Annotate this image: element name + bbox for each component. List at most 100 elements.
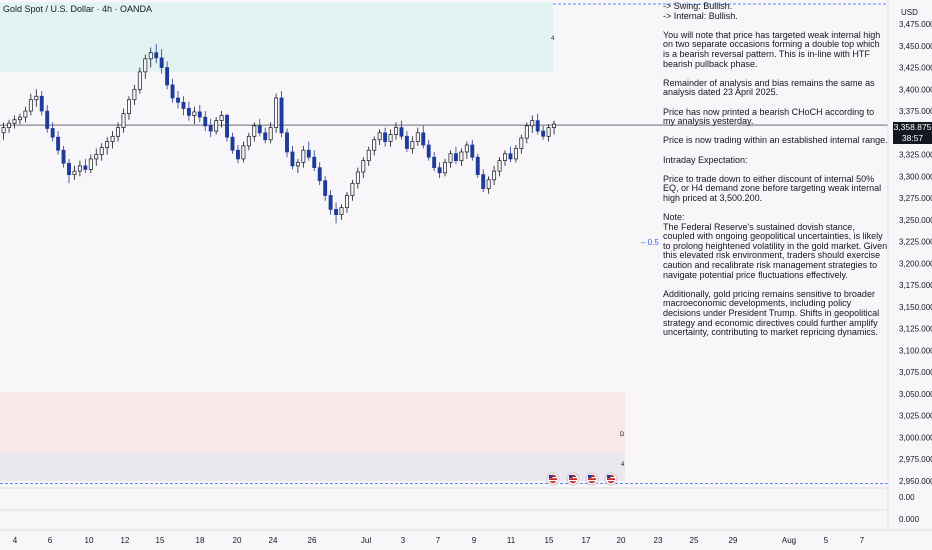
candle — [137, 67, 142, 94]
candle-body-bear — [317, 167, 322, 182]
us-event-icon[interactable] — [546, 472, 560, 486]
candle — [121, 108, 126, 133]
candle-body-bear — [437, 167, 442, 174]
candle-body-bull — [552, 123, 557, 128]
event-icon-stripe — [549, 477, 557, 479]
candle — [143, 54, 148, 79]
h4-demand-zone — [0, 452, 625, 481]
candle-body-bull — [355, 171, 360, 184]
note-choch: Price has now printed a bearish CHoCH ac… — [663, 106, 875, 127]
candle — [61, 145, 66, 168]
currency-label[interactable]: USD — [901, 8, 918, 17]
candle-body-bull — [459, 151, 464, 162]
time-tick: 15 — [545, 536, 554, 545]
candle — [197, 104, 202, 123]
candle-body-bear — [263, 132, 268, 141]
candle — [208, 118, 213, 138]
us-event-icon[interactable] — [604, 472, 618, 486]
note-macro: Additionally, gold pricing remains sensi… — [663, 288, 880, 338]
candle — [345, 192, 349, 213]
candle — [508, 146, 513, 163]
time-tick: 18 — [196, 536, 205, 545]
candle-body-bull — [34, 95, 39, 101]
candle-body-bull — [486, 179, 491, 189]
candle-body-bull — [415, 132, 420, 142]
price-scale[interactable]: 3,475.000 3,450.000 3,425.000 3,400.000 3,37… — [899, 20, 932, 486]
event-icon-stripe — [588, 477, 596, 479]
time-tick: 4 — [13, 536, 18, 545]
candle-body-bear — [154, 52, 159, 59]
symbol-title[interactable]: Gold Spot / U.S. Dollar · 4h · OANDA — [3, 4, 153, 14]
candle — [426, 139, 431, 161]
candle-body-bull — [339, 207, 344, 215]
us-event-icon[interactable] — [566, 472, 580, 486]
candle-body-bull — [12, 119, 17, 124]
candle-body-bear — [208, 125, 213, 132]
price-tick: 2,950.000 — [899, 477, 932, 486]
event-icon-canton — [588, 475, 592, 478]
candle-body-bull — [18, 116, 22, 121]
time-tick: 25 — [690, 536, 699, 545]
candle-body-bull — [132, 88, 137, 101]
candle-body-bull — [121, 113, 126, 128]
bar-countdown: 38:57 — [901, 133, 924, 143]
candle-body-bull — [7, 122, 11, 128]
candle — [459, 148, 464, 166]
candle-body-bull — [252, 125, 257, 137]
candle — [225, 113, 229, 142]
event-icon-canton — [607, 475, 611, 478]
candle-body-bear — [170, 84, 175, 99]
candle-body-bull — [88, 158, 93, 170]
price-scale-bg[interactable] — [888, 0, 932, 550]
candle — [67, 158, 71, 184]
candle-body-bear — [230, 136, 235, 151]
candle — [154, 44, 159, 64]
candle — [366, 146, 371, 166]
candle — [148, 47, 153, 68]
candle — [399, 120, 404, 140]
candle — [388, 129, 393, 147]
candle — [475, 153, 480, 179]
candle-body-bull — [219, 115, 224, 121]
event-icon-canton — [549, 475, 553, 478]
candle-body-bull — [274, 97, 279, 128]
analysis-note[interactable]: -> Swing: Bullish. -> Internal: Bullish.… — [663, 1, 888, 347]
candle — [486, 176, 491, 194]
candle-body-bull — [497, 160, 502, 172]
candle-body-bull — [143, 58, 148, 73]
candle-body-bull — [443, 162, 448, 174]
candle — [170, 78, 175, 103]
price-tick: 3,000.000 — [899, 433, 932, 442]
candle — [110, 131, 115, 149]
candle — [126, 96, 131, 120]
candle-body-bear — [312, 156, 317, 168]
candle-body-bear — [323, 180, 328, 196]
candle — [317, 162, 322, 186]
candle-body-bull — [28, 99, 33, 112]
candle-body-bull — [1, 127, 6, 134]
note-fed: Note: The Federal Reserve's sustained do… — [663, 212, 888, 280]
us-event-icon[interactable] — [585, 472, 599, 486]
candle-body-bull — [410, 141, 415, 149]
candle — [159, 49, 164, 74]
candle — [301, 145, 306, 168]
price-tick: 3,450.000 — [899, 42, 932, 51]
candle-body-bull — [546, 127, 551, 137]
candle — [503, 150, 507, 166]
candle — [295, 158, 300, 173]
zones-layer — [0, 2, 625, 481]
time-tick: 26 — [308, 536, 317, 545]
time-axis[interactable]: 4 6 10 12 15 18 20 24 26 Jul 3 7 9 11 15 17 20 23 25 29 Aug 5… — [13, 536, 865, 545]
candle — [535, 113, 540, 135]
price-tick: 3,225.000 — [899, 238, 932, 247]
candle — [72, 165, 77, 180]
time-tick: 24 — [269, 536, 278, 545]
candle-body-bear — [470, 144, 475, 158]
candle — [279, 91, 284, 138]
candle — [132, 84, 137, 105]
candle-body-bear — [45, 110, 50, 129]
price-tick: 3,050.000 — [899, 390, 932, 399]
candle-body-bull — [394, 127, 398, 135]
